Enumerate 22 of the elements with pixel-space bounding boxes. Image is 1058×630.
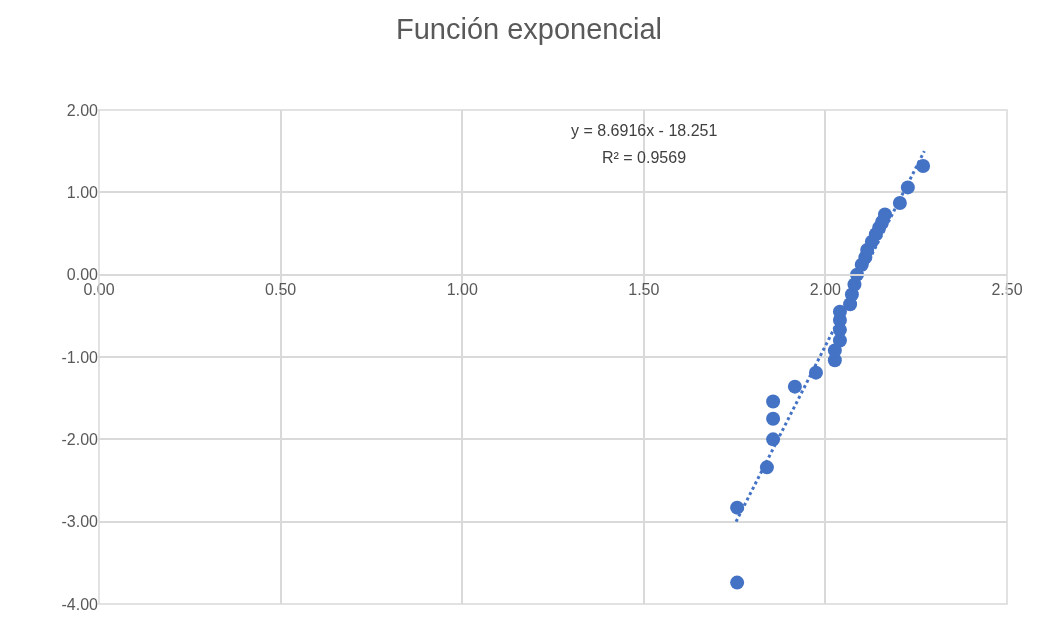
point xyxy=(766,394,781,409)
x-tick-label: 1.50 xyxy=(628,280,660,298)
annotation: y = 8.6916x - 18.251 xyxy=(571,122,718,139)
point xyxy=(877,207,892,222)
y-tick-label: -4.00 xyxy=(61,595,99,613)
point xyxy=(766,432,781,447)
y-tick-label: -1.00 xyxy=(61,348,99,366)
x-tick-label: 1.00 xyxy=(446,280,478,298)
x-tick-label: 2.00 xyxy=(809,280,842,298)
x-tick-label: 0.50 xyxy=(265,280,297,298)
point xyxy=(730,575,745,590)
y-tick-label: -3.00 xyxy=(61,513,99,531)
point xyxy=(730,500,745,515)
y-tick-label: 1.00 xyxy=(66,183,99,201)
x-tick-label: 2.50 xyxy=(991,280,1023,298)
point xyxy=(766,411,781,426)
annotation: R² = 0.9569 xyxy=(602,149,687,166)
chart-title: Función exponencial xyxy=(395,12,663,45)
y-tick-label: 2.00 xyxy=(66,101,99,119)
point xyxy=(787,379,802,394)
point xyxy=(916,158,931,173)
y-tick-label: -2.00 xyxy=(61,430,99,448)
